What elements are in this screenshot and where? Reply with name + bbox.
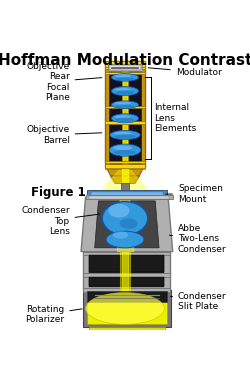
Bar <box>120 252 130 290</box>
Ellipse shape <box>111 86 138 96</box>
Ellipse shape <box>113 146 132 150</box>
Bar <box>104 164 146 168</box>
Text: Abbe
Two-Lens
Condenser: Abbe Two-Lens Condenser <box>170 224 226 254</box>
Text: Objective
Rear
Focal
Plane: Objective Rear Focal Plane <box>26 62 102 102</box>
Ellipse shape <box>113 231 128 239</box>
Text: Condenser
Top
Lens: Condenser Top Lens <box>21 206 100 236</box>
Ellipse shape <box>114 115 131 118</box>
Ellipse shape <box>114 150 136 155</box>
Ellipse shape <box>116 90 134 95</box>
Bar <box>88 327 165 331</box>
Bar <box>121 183 129 193</box>
Bar <box>104 106 146 108</box>
Polygon shape <box>106 167 144 176</box>
Bar <box>109 65 141 70</box>
Ellipse shape <box>120 218 138 229</box>
Bar <box>89 255 164 272</box>
Ellipse shape <box>102 202 148 235</box>
Bar <box>109 63 141 165</box>
Bar <box>104 121 146 124</box>
Bar <box>122 61 128 167</box>
Bar <box>123 61 127 167</box>
Bar <box>89 254 164 287</box>
Bar <box>122 167 128 187</box>
Polygon shape <box>110 176 139 183</box>
Bar <box>108 64 142 71</box>
Text: Internal
Lens
Elements: Internal Lens Elements <box>154 103 196 133</box>
Bar <box>89 277 164 286</box>
Bar <box>104 61 146 67</box>
Polygon shape <box>81 197 173 252</box>
Bar <box>89 196 169 199</box>
Text: Condenser
Slit Plate: Condenser Slit Plate <box>170 292 226 311</box>
Bar <box>104 167 146 169</box>
Bar <box>87 293 166 324</box>
Text: Rotating
Polarizer: Rotating Polarizer <box>25 305 82 324</box>
Bar <box>104 61 146 167</box>
Bar <box>104 61 146 63</box>
Ellipse shape <box>86 293 164 324</box>
Text: Figure 1: Figure 1 <box>31 186 86 199</box>
Text: Modulator: Modulator <box>148 68 222 77</box>
Bar <box>83 273 170 277</box>
Bar <box>87 291 166 302</box>
Text: Objective
Barrel: Objective Barrel <box>26 125 102 145</box>
Ellipse shape <box>111 101 138 108</box>
Ellipse shape <box>109 144 141 156</box>
Text: Specimen
Mount: Specimen Mount <box>166 184 223 204</box>
Ellipse shape <box>114 74 131 77</box>
Bar <box>83 252 170 290</box>
Bar <box>83 288 170 292</box>
Ellipse shape <box>110 130 140 139</box>
Ellipse shape <box>106 231 144 248</box>
Ellipse shape <box>116 118 134 122</box>
Bar <box>86 195 173 199</box>
Bar <box>104 161 146 163</box>
Ellipse shape <box>114 88 131 91</box>
Bar <box>122 252 128 290</box>
Ellipse shape <box>116 105 134 108</box>
Ellipse shape <box>116 77 134 80</box>
Ellipse shape <box>114 132 132 135</box>
Polygon shape <box>95 201 159 248</box>
Ellipse shape <box>114 102 131 105</box>
Text: Hoffman Modulation Contrast: Hoffman Modulation Contrast <box>0 53 250 68</box>
Ellipse shape <box>111 74 138 81</box>
Polygon shape <box>118 197 134 252</box>
Ellipse shape <box>111 114 138 123</box>
Bar <box>104 72 146 74</box>
Bar <box>82 290 171 327</box>
Bar <box>91 192 163 196</box>
Bar <box>87 190 166 197</box>
Bar <box>83 252 170 255</box>
Ellipse shape <box>108 204 130 218</box>
Bar <box>104 67 146 69</box>
Polygon shape <box>98 167 152 194</box>
Ellipse shape <box>114 134 136 139</box>
